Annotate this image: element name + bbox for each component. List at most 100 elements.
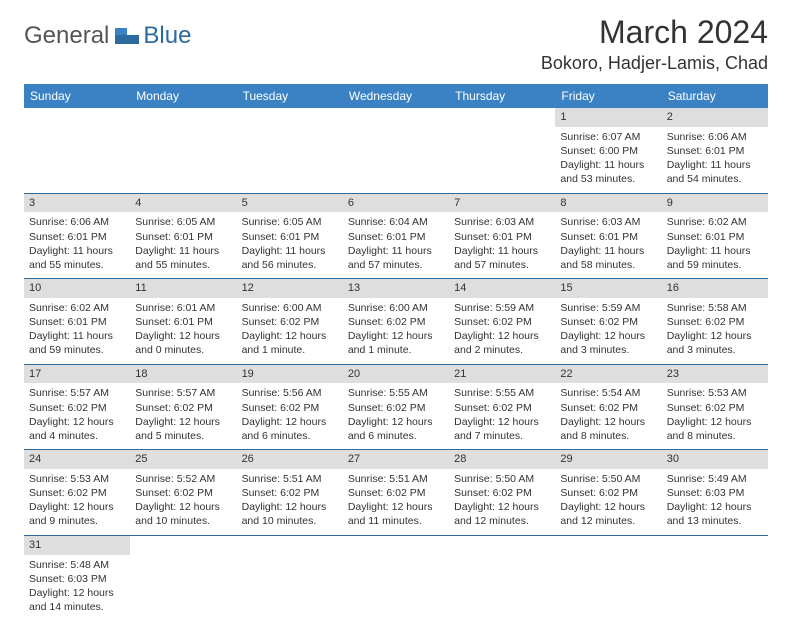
daylight-text: Daylight: 12 hours and 3 minutes. — [667, 329, 763, 357]
day-number: 20 — [343, 365, 449, 384]
day-number: 3 — [24, 194, 130, 213]
week-row: 17Sunrise: 5:57 AMSunset: 6:02 PMDayligh… — [24, 365, 768, 451]
sunrise-text: Sunrise: 6:04 AM — [348, 215, 444, 229]
logo-flag-icon — [114, 27, 140, 45]
day-number: 21 — [449, 365, 555, 384]
day-cell: 22Sunrise: 5:54 AMSunset: 6:02 PMDayligh… — [555, 365, 661, 450]
day-number: 26 — [237, 450, 343, 469]
day-number: 30 — [662, 450, 768, 469]
day-number: 28 — [449, 450, 555, 469]
sunset-text: Sunset: 6:02 PM — [242, 315, 338, 329]
empty-cell — [555, 536, 661, 620]
sunrise-text: Sunrise: 5:53 AM — [667, 386, 763, 400]
sunrise-text: Sunrise: 5:52 AM — [135, 472, 231, 486]
sunset-text: Sunset: 6:01 PM — [29, 230, 125, 244]
sunset-text: Sunset: 6:01 PM — [454, 230, 550, 244]
day-cell: 23Sunrise: 5:53 AMSunset: 6:02 PMDayligh… — [662, 365, 768, 450]
day-header-cell: Thursday — [449, 84, 555, 108]
day-header-cell: Monday — [130, 84, 236, 108]
week-row: 3Sunrise: 6:06 AMSunset: 6:01 PMDaylight… — [24, 194, 768, 280]
day-number: 19 — [237, 365, 343, 384]
calendar: SundayMondayTuesdayWednesdayThursdayFrid… — [24, 84, 768, 620]
sunrise-text: Sunrise: 5:57 AM — [135, 386, 231, 400]
day-cell: 4Sunrise: 6:05 AMSunset: 6:01 PMDaylight… — [130, 194, 236, 279]
empty-cell — [449, 108, 555, 193]
daylight-text: Daylight: 12 hours and 5 minutes. — [135, 415, 231, 443]
sunset-text: Sunset: 6:03 PM — [667, 486, 763, 500]
calendar-body: 1Sunrise: 6:07 AMSunset: 6:00 PMDaylight… — [24, 108, 768, 620]
sunrise-text: Sunrise: 5:53 AM — [29, 472, 125, 486]
day-number: 14 — [449, 279, 555, 298]
empty-cell — [662, 536, 768, 620]
sunrise-text: Sunrise: 5:54 AM — [560, 386, 656, 400]
daylight-text: Daylight: 11 hours and 55 minutes. — [29, 244, 125, 272]
daylight-text: Daylight: 11 hours and 57 minutes. — [454, 244, 550, 272]
sunrise-text: Sunrise: 6:00 AM — [242, 301, 338, 315]
day-cell: 19Sunrise: 5:56 AMSunset: 6:02 PMDayligh… — [237, 365, 343, 450]
daylight-text: Daylight: 12 hours and 14 minutes. — [29, 586, 125, 614]
day-number: 16 — [662, 279, 768, 298]
sunrise-text: Sunrise: 5:57 AM — [29, 386, 125, 400]
day-number: 13 — [343, 279, 449, 298]
daylight-text: Daylight: 12 hours and 10 minutes. — [242, 500, 338, 528]
sunset-text: Sunset: 6:02 PM — [242, 401, 338, 415]
daylight-text: Daylight: 12 hours and 10 minutes. — [135, 500, 231, 528]
daylight-text: Daylight: 11 hours and 57 minutes. — [348, 244, 444, 272]
daylight-text: Daylight: 12 hours and 1 minute. — [242, 329, 338, 357]
day-cell: 16 Sunrise: 5:58 AMSunset: 6:02 PMDayligh… — [662, 279, 768, 364]
day-cell: 8Sunrise: 6:03 AMSunset: 6:01 PMDaylight… — [555, 194, 661, 279]
daylight-text: Daylight: 11 hours and 59 minutes. — [29, 329, 125, 357]
sunset-text: Sunset: 6:02 PM — [560, 486, 656, 500]
day-number: 15 — [555, 279, 661, 298]
day-number: 7 — [449, 194, 555, 213]
daylight-text: Daylight: 12 hours and 6 minutes. — [348, 415, 444, 443]
sunset-text: Sunset: 6:02 PM — [135, 401, 231, 415]
logo: General Blue — [24, 14, 191, 50]
sunrise-text: Sunrise: 5:50 AM — [560, 472, 656, 486]
day-header-cell: Sunday — [24, 84, 130, 108]
sunset-text: Sunset: 6:02 PM — [29, 486, 125, 500]
sunset-text: Sunset: 6:02 PM — [348, 486, 444, 500]
day-cell: 15Sunrise: 5:59 AMSunset: 6:02 PMDayligh… — [555, 279, 661, 364]
sunset-text: Sunset: 6:02 PM — [135, 486, 231, 500]
empty-cell — [24, 108, 130, 193]
logo-text-blue: Blue — [143, 22, 191, 50]
sunrise-text: Sunrise: 6:05 AM — [135, 215, 231, 229]
daylight-text: Daylight: 12 hours and 9 minutes. — [29, 500, 125, 528]
day-number: 8 — [555, 194, 661, 213]
sunrise-text: Sunrise: 5:58 AM — [667, 301, 763, 315]
day-cell: 21Sunrise: 5:55 AMSunset: 6:02 PMDayligh… — [449, 365, 555, 450]
day-number: 9 — [662, 194, 768, 213]
day-number: 27 — [343, 450, 449, 469]
sunrise-text: Sunrise: 6:05 AM — [242, 215, 338, 229]
day-cell: 10Sunrise: 6:02 AMSunset: 6:01 PMDayligh… — [24, 279, 130, 364]
sunrise-text: Sunrise: 5:59 AM — [454, 301, 550, 315]
sunrise-text: Sunrise: 6:03 AM — [560, 215, 656, 229]
sunset-text: Sunset: 6:02 PM — [348, 315, 444, 329]
day-cell: 28Sunrise: 5:50 AMSunset: 6:02 PMDayligh… — [449, 450, 555, 535]
day-cell: 9Sunrise: 6:02 AMSunset: 6:01 PMDaylight… — [662, 194, 768, 279]
sunrise-text: Sunrise: 6:01 AM — [135, 301, 231, 315]
title-block: March 2024 Bokoro, Hadjer-Lamis, Chad — [541, 14, 768, 74]
day-cell: 14Sunrise: 5:59 AMSunset: 6:02 PMDayligh… — [449, 279, 555, 364]
daylight-text: Daylight: 12 hours and 11 minutes. — [348, 500, 444, 528]
sunset-text: Sunset: 6:02 PM — [454, 486, 550, 500]
day-cell: 6Sunrise: 6:04 AMSunset: 6:01 PMDaylight… — [343, 194, 449, 279]
header: General Blue March 2024 Bokoro, Hadjer-L… — [24, 14, 768, 74]
day-number: 22 — [555, 365, 661, 384]
sunrise-text: Sunrise: 6:02 AM — [667, 215, 763, 229]
sunset-text: Sunset: 6:01 PM — [29, 315, 125, 329]
location: Bokoro, Hadjer-Lamis, Chad — [541, 53, 768, 74]
sunset-text: Sunset: 6:02 PM — [667, 315, 763, 329]
day-number: 25 — [130, 450, 236, 469]
sunset-text: Sunset: 6:02 PM — [454, 401, 550, 415]
sunrise-text: Sunrise: 5:59 AM — [560, 301, 656, 315]
sunset-text: Sunset: 6:01 PM — [667, 230, 763, 244]
day-cell: 18Sunrise: 5:57 AMSunset: 6:02 PMDayligh… — [130, 365, 236, 450]
day-cell: 11Sunrise: 6:01 AMSunset: 6:01 PMDayligh… — [130, 279, 236, 364]
month-title: March 2024 — [541, 14, 768, 51]
day-header-cell: Tuesday — [237, 84, 343, 108]
day-number: 11 — [130, 279, 236, 298]
sunrise-text: Sunrise: 6:02 AM — [29, 301, 125, 315]
daylight-text: Daylight: 12 hours and 8 minutes. — [667, 415, 763, 443]
